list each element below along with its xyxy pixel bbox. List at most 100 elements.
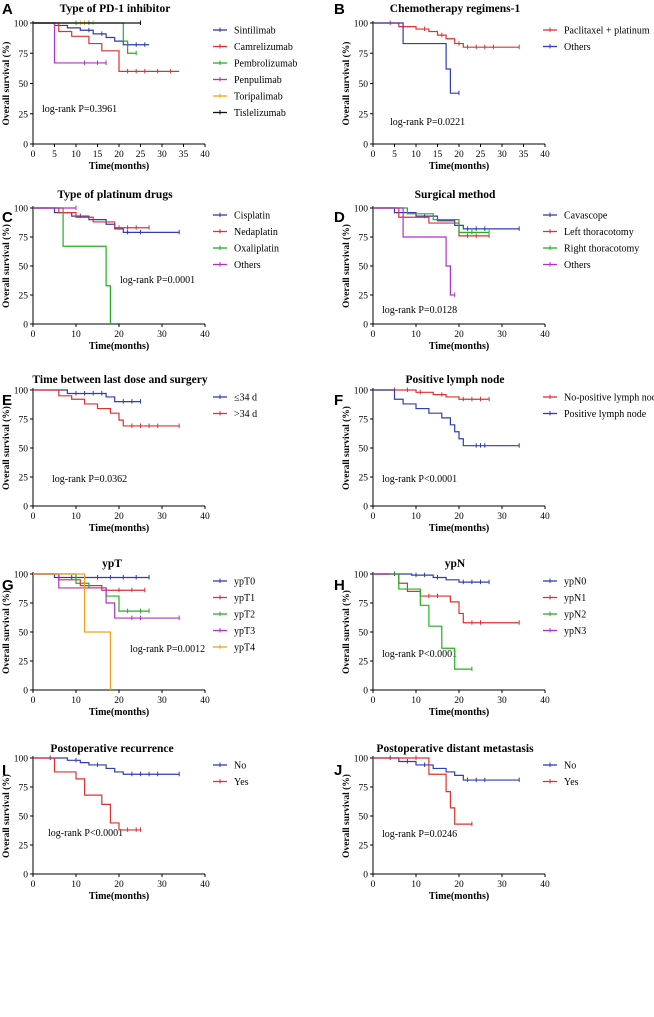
survival-curve [373, 22, 459, 94]
series-no [33, 755, 180, 777]
x-tick-label: 20 [454, 512, 464, 522]
panel-letter: D [334, 209, 345, 226]
legend-label: Pembrolizumab [234, 59, 297, 70]
x-tick-label: 0 [371, 330, 376, 340]
x-tick-label: 30 [497, 330, 507, 340]
x-tick-label: 0 [31, 880, 36, 890]
y-tick-label: 100 [354, 571, 369, 581]
x-axis-label: Time(months) [429, 891, 489, 902]
legend-item: Others [543, 260, 591, 271]
x-axis-label: Time(months) [429, 707, 489, 718]
panel-e: E Time between last dose and surgery 0 25 50… [1, 374, 257, 534]
legend-item: Others [213, 260, 261, 271]
survival-curve [33, 573, 111, 690]
x-tick-label: 40 [200, 330, 210, 340]
x-tick-label: 15 [93, 150, 103, 160]
series-nedaplatin [33, 207, 150, 230]
legend-label: Yes [564, 777, 579, 788]
y-tick-label: 100 [14, 755, 29, 765]
y-tick-label: 75 [359, 600, 369, 610]
x-axis-label: Time(months) [429, 523, 489, 534]
log-rank-annotation: log-rank P=0.0246 [382, 829, 457, 840]
panel-c: C Type of platinum drugs 0 25 50 75 100 0 10 20 30… [1, 189, 279, 352]
x-tick-label: 10 [71, 880, 81, 890]
x-tick-label: 0 [371, 696, 376, 706]
series-positive-lymph-node [373, 389, 520, 448]
y-tick-label: 50 [19, 263, 29, 273]
legend-item: Camrelizumab [213, 42, 293, 53]
x-tick-label: 35 [519, 150, 529, 160]
panel-title: ypN [445, 558, 466, 570]
y-axis-label: Overall survival (%) [1, 406, 12, 490]
y-tick-label: 75 [19, 784, 29, 794]
legend-label: Sintilimab [234, 26, 276, 37]
series-yes [33, 757, 141, 832]
x-tick-label: 20 [454, 696, 464, 706]
survival-curve [33, 207, 150, 229]
legend-label: Positive lymph node [564, 409, 647, 420]
legend-label: Others [564, 42, 591, 53]
x-tick-label: 0 [371, 512, 376, 522]
series-ypn2 [373, 573, 473, 672]
y-tick-label: 25 [19, 474, 29, 484]
legend-label: ypN1 [564, 593, 586, 604]
survival-curve [33, 573, 150, 612]
x-axis-label: Time(months) [89, 161, 149, 172]
y-axis-label: Overall survival (%) [1, 774, 12, 858]
panel-letter: A [2, 1, 13, 18]
y-axis-label: Overall survival (%) [341, 224, 352, 308]
legend-item: No [213, 761, 246, 772]
series-right-thoracotomy [373, 207, 490, 235]
x-tick-label: 5 [392, 150, 397, 160]
panel-letter: J [334, 762, 342, 779]
legend-item: No [543, 761, 576, 772]
series-others [373, 22, 460, 96]
survival-curve [373, 573, 490, 583]
series-others [373, 207, 456, 297]
y-tick-label: 50 [19, 80, 29, 90]
survival-curve [33, 573, 180, 619]
y-tick-label: 100 [354, 755, 369, 765]
series-cavascope [373, 207, 520, 231]
legend-label: Right thoracotomy [564, 244, 639, 255]
panel-title: Type of platinum drugs [57, 189, 173, 201]
x-tick-label: 30 [497, 512, 507, 522]
y-tick-label: 50 [359, 813, 369, 823]
y-tick-label: 0 [23, 503, 28, 513]
legend-item: Penpulimab [213, 75, 282, 86]
x-tick-label: 30 [157, 880, 167, 890]
survival-curve [373, 389, 490, 400]
y-tick-label: 50 [359, 629, 369, 639]
legend-item: Yes [213, 777, 249, 788]
series-tislelizumab [33, 20, 141, 25]
legend-label: Toripalimab [234, 92, 283, 103]
y-tick-label: 25 [359, 292, 369, 302]
legend-label: Camrelizumab [234, 42, 293, 53]
legend-label: Nedaplatin [234, 227, 278, 238]
legend-item: ypT4 [213, 643, 255, 654]
legend-item: Nedaplatin [213, 227, 278, 238]
x-tick-label: 30 [497, 150, 507, 160]
panel-title: Postoperative recurrence [50, 743, 173, 755]
y-tick-label: 0 [23, 321, 28, 331]
panel-title: Type of PD-1 inhibitor [60, 3, 171, 15]
panel-i: I Postoperative recurrence 0 25 50 75 100 0 10 20… [1, 743, 249, 902]
legend-label: >34 d [234, 409, 257, 420]
legend-label: ypT3 [234, 626, 255, 637]
x-tick-label: 20 [454, 880, 464, 890]
legend-label: ypT0 [234, 577, 255, 588]
x-tick-label: 0 [371, 880, 376, 890]
panel-letter: E [2, 392, 12, 409]
survival-curve [33, 22, 150, 46]
survival-curve [33, 389, 141, 403]
y-tick-label: 25 [359, 110, 369, 120]
legend-item: ypT3 [213, 626, 255, 637]
survival-curve [33, 207, 111, 324]
log-rank-annotation: log-rank P=0.0001 [120, 275, 195, 286]
panel-title: Time between last dose and surgery [32, 374, 207, 386]
y-tick-label: 0 [23, 141, 28, 151]
legend-item: ypN0 [543, 577, 586, 588]
x-tick-label: 0 [31, 512, 36, 522]
y-axis-label: Overall survival (%) [341, 406, 352, 490]
